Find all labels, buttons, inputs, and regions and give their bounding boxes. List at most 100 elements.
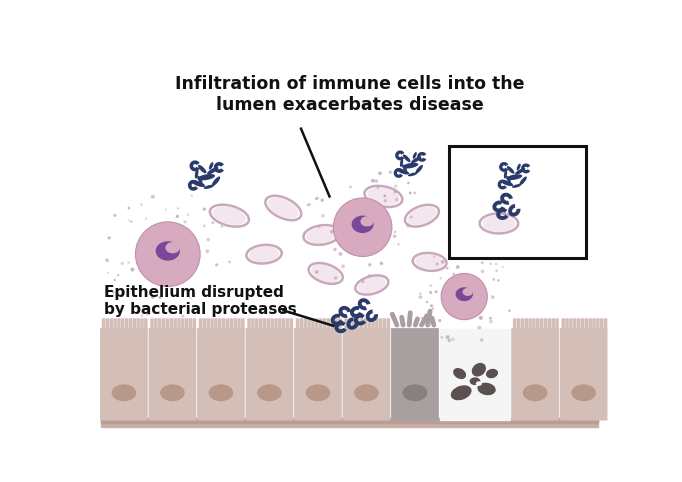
Ellipse shape: [308, 263, 343, 284]
FancyBboxPatch shape: [162, 318, 165, 330]
Circle shape: [118, 275, 119, 276]
Ellipse shape: [207, 167, 218, 174]
FancyBboxPatch shape: [356, 318, 359, 330]
FancyBboxPatch shape: [129, 318, 132, 330]
Ellipse shape: [512, 184, 521, 188]
FancyBboxPatch shape: [327, 318, 330, 330]
Circle shape: [421, 318, 424, 319]
Text: Infiltration of immune cells into the: Infiltration of immune cells into the: [175, 75, 524, 93]
Circle shape: [420, 293, 421, 294]
FancyBboxPatch shape: [230, 318, 233, 330]
FancyBboxPatch shape: [189, 318, 192, 330]
FancyBboxPatch shape: [600, 318, 604, 330]
Ellipse shape: [517, 163, 521, 170]
Circle shape: [381, 262, 383, 265]
Ellipse shape: [198, 174, 215, 180]
FancyBboxPatch shape: [241, 318, 245, 330]
Circle shape: [395, 185, 397, 187]
FancyBboxPatch shape: [604, 318, 608, 330]
FancyBboxPatch shape: [149, 328, 196, 420]
FancyBboxPatch shape: [529, 318, 532, 330]
Circle shape: [190, 298, 191, 299]
Circle shape: [379, 172, 381, 174]
Circle shape: [372, 179, 374, 182]
FancyBboxPatch shape: [319, 318, 323, 330]
FancyBboxPatch shape: [214, 318, 218, 330]
Circle shape: [441, 261, 444, 263]
FancyBboxPatch shape: [222, 318, 226, 330]
Bar: [449, 147, 586, 258]
Ellipse shape: [506, 174, 522, 180]
Circle shape: [316, 271, 318, 273]
Ellipse shape: [468, 212, 499, 228]
Ellipse shape: [411, 157, 421, 163]
Circle shape: [140, 204, 142, 205]
Ellipse shape: [209, 384, 233, 401]
Circle shape: [436, 263, 438, 265]
FancyBboxPatch shape: [177, 318, 181, 330]
FancyBboxPatch shape: [203, 318, 206, 330]
Ellipse shape: [160, 384, 185, 401]
Ellipse shape: [402, 384, 428, 401]
Ellipse shape: [453, 368, 466, 379]
Circle shape: [203, 225, 205, 227]
Bar: [101, 419, 598, 423]
Circle shape: [384, 195, 385, 197]
FancyBboxPatch shape: [185, 318, 188, 330]
Ellipse shape: [402, 164, 407, 172]
Ellipse shape: [400, 159, 403, 167]
FancyBboxPatch shape: [589, 318, 592, 330]
Circle shape: [398, 244, 399, 245]
Circle shape: [448, 339, 450, 342]
Ellipse shape: [364, 186, 402, 207]
Circle shape: [342, 265, 344, 268]
Circle shape: [322, 214, 324, 217]
Circle shape: [318, 226, 320, 228]
Circle shape: [394, 235, 396, 238]
FancyBboxPatch shape: [286, 318, 289, 330]
Circle shape: [428, 323, 430, 326]
Circle shape: [116, 295, 119, 297]
Ellipse shape: [499, 187, 529, 203]
Ellipse shape: [268, 198, 299, 218]
Circle shape: [493, 279, 494, 280]
FancyBboxPatch shape: [323, 318, 326, 330]
FancyBboxPatch shape: [536, 318, 539, 330]
FancyBboxPatch shape: [125, 318, 128, 330]
FancyBboxPatch shape: [561, 318, 565, 330]
Circle shape: [368, 275, 370, 277]
FancyBboxPatch shape: [573, 318, 576, 330]
Circle shape: [369, 264, 371, 266]
FancyBboxPatch shape: [267, 318, 270, 330]
FancyBboxPatch shape: [117, 318, 121, 330]
Ellipse shape: [496, 185, 532, 204]
Circle shape: [384, 200, 387, 202]
Ellipse shape: [112, 384, 136, 401]
Circle shape: [321, 199, 323, 201]
Circle shape: [181, 315, 184, 317]
FancyBboxPatch shape: [197, 328, 245, 420]
Ellipse shape: [470, 377, 480, 385]
Ellipse shape: [504, 170, 507, 179]
Circle shape: [128, 220, 130, 221]
FancyBboxPatch shape: [371, 318, 375, 330]
Circle shape: [381, 262, 382, 264]
Circle shape: [447, 336, 449, 338]
Circle shape: [308, 204, 309, 205]
FancyBboxPatch shape: [338, 318, 342, 330]
Circle shape: [108, 237, 110, 239]
Circle shape: [471, 250, 473, 253]
Circle shape: [151, 296, 154, 298]
FancyBboxPatch shape: [348, 318, 352, 330]
FancyBboxPatch shape: [218, 318, 222, 330]
Text: Epithelium disrupted
by bacterial proteases: Epithelium disrupted by bacterial protea…: [104, 285, 297, 317]
FancyBboxPatch shape: [532, 318, 536, 330]
Ellipse shape: [456, 287, 473, 301]
FancyBboxPatch shape: [375, 318, 379, 330]
Ellipse shape: [249, 246, 279, 262]
Circle shape: [394, 190, 396, 193]
FancyBboxPatch shape: [170, 318, 173, 330]
FancyBboxPatch shape: [308, 318, 311, 330]
FancyBboxPatch shape: [173, 318, 177, 330]
Ellipse shape: [451, 385, 471, 400]
